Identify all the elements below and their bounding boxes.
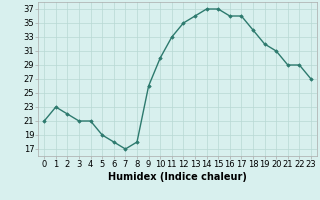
X-axis label: Humidex (Indice chaleur): Humidex (Indice chaleur) — [108, 172, 247, 182]
